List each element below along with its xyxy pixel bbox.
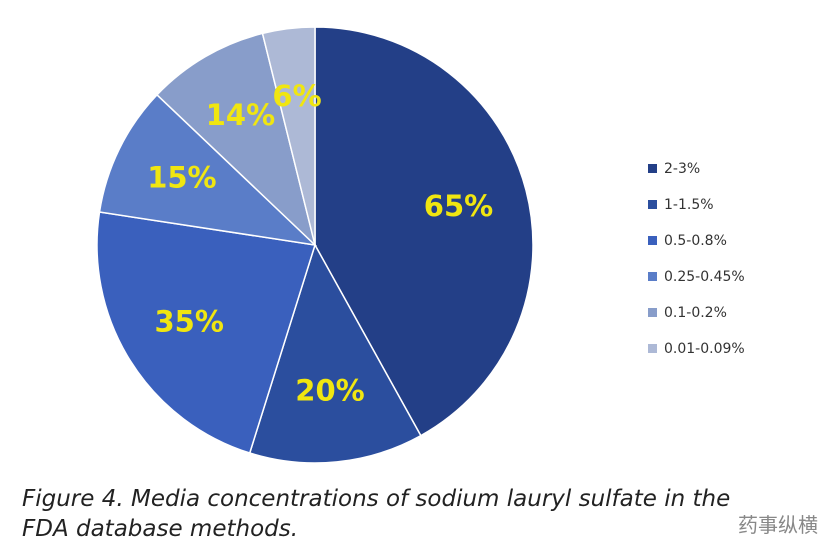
legend-swatch (648, 272, 657, 281)
legend-swatch (648, 236, 657, 245)
slice-label: 15% (147, 161, 216, 195)
legend-swatch (648, 164, 657, 173)
legend-swatch (648, 308, 657, 317)
legend-label: 2-3% (664, 161, 700, 177)
legend-label: 1-1.5% (664, 197, 714, 213)
slice-label: 6% (272, 79, 321, 113)
pie-slice (261, 26, 316, 246)
pie-slice (96, 211, 316, 454)
slice-label: 14% (206, 98, 275, 132)
pie-slice (314, 26, 534, 437)
legend-label: 0.5-0.8% (664, 233, 727, 249)
slice-label: 35% (154, 304, 223, 338)
legend-swatch (648, 200, 657, 209)
legend-label: 0.1-0.2% (664, 305, 727, 321)
watermark: 药事纵横 (738, 513, 818, 537)
slice-label: 65% (424, 189, 493, 223)
pie-slice (98, 93, 318, 247)
legend-label: 0.01-0.09% (664, 341, 745, 357)
legend-swatch (648, 344, 657, 353)
chart-title: Figure 4. Media concentrations of sodium… (22, 486, 731, 542)
slice-label: 20% (295, 373, 364, 407)
legend-label: 0.25-0.45% (664, 269, 745, 285)
pie-slice (248, 243, 422, 464)
